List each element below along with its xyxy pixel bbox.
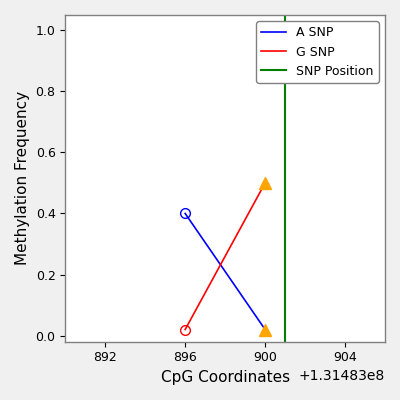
Y-axis label: Methylation Frequency: Methylation Frequency [15,91,30,266]
X-axis label: CpG Coordinates: CpG Coordinates [160,370,290,385]
Legend: A SNP, G SNP, SNP Position: A SNP, G SNP, SNP Position [256,21,379,83]
